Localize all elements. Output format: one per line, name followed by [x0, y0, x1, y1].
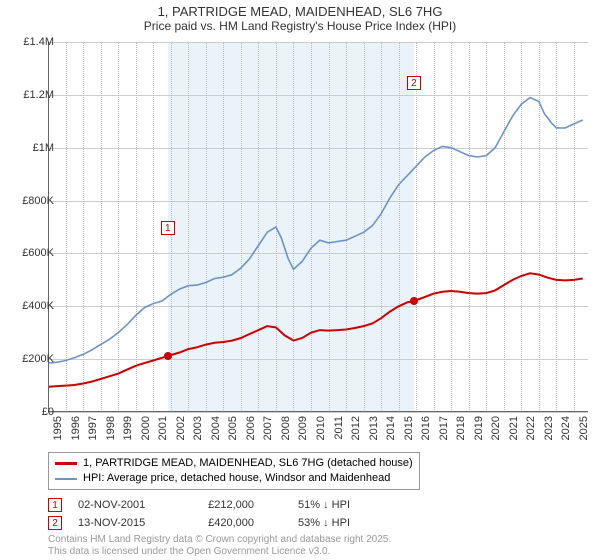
title-address: 1, PARTRIDGE MEAD, MAIDENHEAD, SL6 7HG	[0, 4, 600, 19]
x-tick-label: 1999	[122, 416, 134, 440]
x-tick-label: 1997	[87, 416, 99, 440]
sales-date: 02-NOV-2001	[78, 496, 168, 514]
x-tick-label: 2011	[333, 416, 345, 440]
x-tick-label: 2022	[525, 416, 537, 440]
sales-marker-icon: 1	[48, 498, 62, 512]
x-tick-label: 2004	[210, 416, 222, 440]
footer-attribution: Contains HM Land Registry data © Crown c…	[48, 534, 391, 558]
x-tick-label: 2019	[473, 416, 485, 440]
x-tick-label: 2016	[420, 416, 432, 440]
x-tick-label: 2018	[455, 416, 467, 440]
y-tick-label: £1.2M	[6, 89, 54, 101]
x-tick-label: 2006	[245, 416, 257, 440]
legend-swatch	[55, 478, 77, 480]
x-tick-label: 2025	[578, 416, 590, 440]
x-tick-label: 2003	[192, 416, 204, 440]
sales-date: 13-NOV-2015	[78, 514, 168, 532]
x-tick-label: 2000	[140, 416, 152, 440]
sales-price: £212,000	[184, 496, 254, 514]
x-tick-label: 2017	[438, 416, 450, 440]
y-tick-label: £400K	[6, 300, 54, 312]
x-tick-label: 2021	[508, 416, 520, 440]
x-tick-label: 2002	[175, 416, 187, 440]
x-tick-label: 1995	[52, 416, 64, 440]
series-hpi	[48, 98, 583, 364]
y-tick-label: £200K	[6, 353, 54, 365]
sales-price: £420,000	[184, 514, 254, 532]
x-tick-label: 1996	[70, 416, 82, 440]
y-tick-label: £1.4M	[6, 36, 54, 48]
sales-table: 1 02-NOV-2001 £212,000 51% ↓ HPI 2 13-NOV-201…	[48, 496, 350, 532]
legend-row: HPI: Average price, detached house, Wind…	[55, 471, 413, 486]
x-tick-label: 2020	[490, 416, 502, 440]
x-tick-label: 2023	[543, 416, 555, 440]
sales-row: 2 13-NOV-2015 £420,000 53% ↓ HPI	[48, 514, 350, 532]
legend-swatch	[55, 462, 77, 465]
sales-delta: 51% ↓ HPI	[270, 496, 350, 514]
x-tick-label: 2001	[157, 416, 169, 440]
x-tick-label: 2024	[560, 416, 572, 440]
x-axis-line	[48, 411, 588, 412]
x-tick-label: 2008	[280, 416, 292, 440]
x-tick-label: 1998	[105, 416, 117, 440]
y-tick-label: £1M	[6, 142, 54, 154]
sales-delta: 53% ↓ HPI	[270, 514, 350, 532]
footer-line2: This data is licensed under the Open Gov…	[48, 546, 391, 558]
grid-line-h	[48, 412, 588, 413]
x-tick-label: 2010	[315, 416, 327, 440]
x-tick-label: 2013	[368, 416, 380, 440]
chart-container: 1, PARTRIDGE MEAD, MAIDENHEAD, SL6 7HG P…	[0, 0, 600, 560]
y-tick-label: £0	[6, 406, 54, 418]
x-tick-label: 2012	[350, 416, 362, 440]
legend-label: 1, PARTRIDGE MEAD, MAIDENHEAD, SL6 7HG (…	[83, 456, 413, 471]
sales-row: 1 02-NOV-2001 £212,000 51% ↓ HPI	[48, 496, 350, 514]
y-tick-label: £800K	[6, 195, 54, 207]
x-tick-label: 2015	[403, 416, 415, 440]
legend-row: 1, PARTRIDGE MEAD, MAIDENHEAD, SL6 7HG (…	[55, 456, 413, 471]
x-tick-label: 2007	[262, 416, 274, 440]
title-subtitle: Price paid vs. HM Land Registry's House …	[0, 19, 600, 33]
legend: 1, PARTRIDGE MEAD, MAIDENHEAD, SL6 7HG (…	[48, 452, 420, 490]
x-tick-label: 2005	[227, 416, 239, 440]
x-tick-label: 2014	[385, 416, 397, 440]
legend-label: HPI: Average price, detached house, Wind…	[83, 471, 390, 486]
line-layer	[48, 42, 588, 412]
series-property	[48, 273, 583, 387]
plot-area: 12	[48, 42, 588, 412]
footer-line1: Contains HM Land Registry data © Crown c…	[48, 534, 391, 546]
sales-marker-icon: 2	[48, 516, 62, 530]
x-tick-label: 2009	[297, 416, 309, 440]
y-tick-label: £600K	[6, 247, 54, 259]
title-block: 1, PARTRIDGE MEAD, MAIDENHEAD, SL6 7HG P…	[0, 0, 600, 35]
